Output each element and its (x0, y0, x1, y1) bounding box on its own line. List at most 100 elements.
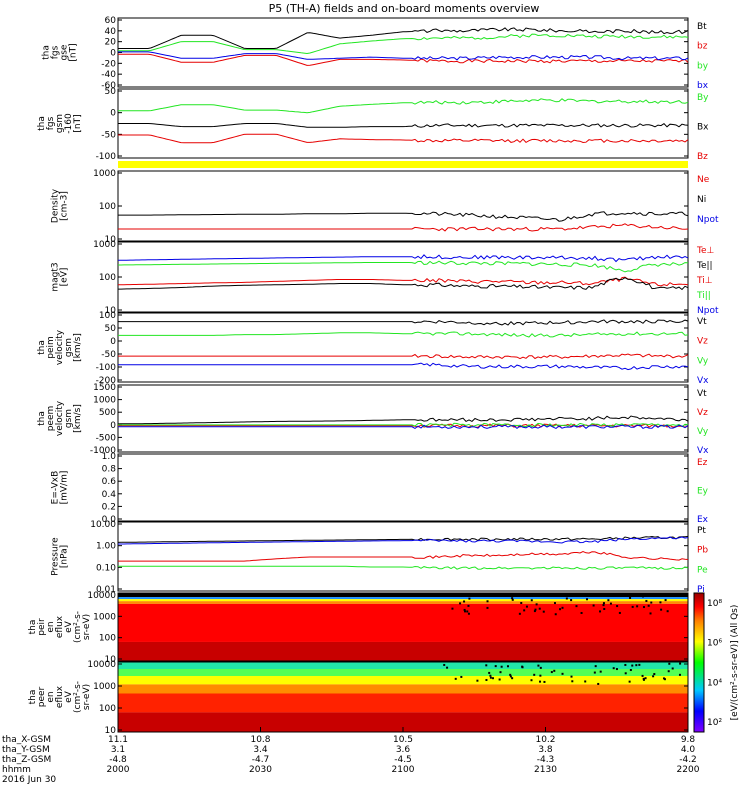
heatmap-speck (486, 606, 489, 609)
heatmap-speck (663, 678, 666, 681)
heatmap-speck (575, 605, 578, 608)
heatmap-speck (443, 663, 446, 666)
y-axis-label: (cm²-s- (73, 681, 83, 713)
heatmap-speck (446, 666, 449, 669)
panel-frame (117, 88, 689, 159)
y-tick-label: 1000 (93, 682, 116, 692)
panel-6: 1500 1000 500 0 -500 -1000 tha peem velocity gsm[… (37, 383, 709, 456)
y-axis-label: [km/s] (73, 404, 83, 433)
heatmap-speck (498, 678, 501, 681)
y-tick-label: 0.8 (102, 465, 117, 475)
heatmap-speck (628, 680, 631, 683)
heatmap-speck (631, 605, 634, 608)
footer-row-value: 4.0 (681, 745, 696, 755)
series-line (117, 535, 689, 543)
panel-3: 1000 100 10 Density [cm-3] Ne Ni Npot (51, 169, 719, 245)
heatmap-speck (538, 607, 541, 610)
y-axis-label: eflux (55, 685, 65, 708)
legend-label: Ti|| (696, 291, 711, 301)
heatmap-speck (460, 675, 463, 678)
y-tick-label: 500 (99, 408, 116, 418)
y-tick-label: 0.2 (102, 502, 116, 512)
heatmap-speck (561, 606, 564, 609)
series-line (118, 319, 689, 326)
heatmap-speck (624, 672, 627, 675)
series-line (117, 276, 689, 287)
y-axis-label: gsm (64, 409, 74, 428)
panel-9: 10000 1000 100 10 tha peir en eflux eV (cm²-s-sr-… (28, 591, 689, 665)
heatmap-speck (523, 609, 526, 612)
heatmap-speck (565, 597, 568, 600)
heatmap-speck (602, 602, 605, 605)
heatmap-band (118, 597, 688, 600)
panel-frame (117, 384, 689, 453)
colorbar-tick-label: 10⁶ (707, 639, 722, 649)
heatmap-band (118, 676, 688, 685)
heatmap-speck (463, 608, 466, 611)
panel-frame (117, 241, 689, 313)
heatmap-speck (511, 677, 514, 680)
heatmap-speck (521, 666, 524, 669)
legend-label: Ex (697, 515, 709, 525)
heatmap-speck (476, 679, 479, 682)
heatmap-speck (539, 666, 542, 669)
y-axis-label: -160 (64, 113, 74, 134)
heatmap-speck (553, 669, 556, 672)
heatmap-speck (599, 610, 602, 613)
y-tick-label: 10 (105, 655, 117, 665)
heatmap-speck (667, 670, 670, 673)
y-tick-label: -100 (96, 152, 117, 162)
y-axis-label: en (46, 691, 56, 702)
y-axis-label: gse (60, 44, 70, 60)
heatmap-speck (518, 612, 521, 615)
y-axis-label: [mV/m] (60, 471, 70, 505)
panel-frame (117, 312, 689, 383)
heatmap-speck (629, 596, 632, 599)
legend-label: Ey (697, 487, 709, 497)
y-tick-label: 10.00 (90, 520, 116, 530)
series-line (117, 415, 689, 425)
footer-row-value: -4.7 (252, 755, 270, 765)
panel-10: 10000 1000 100 10 tha peer en eflux eV (cm²-s-sr-… (28, 660, 689, 736)
heatmap-band (118, 693, 688, 713)
y-axis-label: velocity (55, 329, 65, 365)
series-line (118, 550, 689, 562)
heatmap-speck (506, 665, 509, 668)
legend-label: Pi (697, 585, 705, 595)
heatmap-speck (666, 610, 669, 613)
heatmap-speck (534, 608, 537, 611)
heatmap-speck (599, 670, 602, 673)
footer-date: 2016 Jun 30 (2, 775, 56, 785)
legend-label: Vy (697, 427, 709, 437)
legend-label: Te|| (696, 261, 713, 271)
heatmap-speck (489, 676, 492, 679)
heatmap-speck (679, 662, 682, 665)
footer-row-value: 3.6 (396, 745, 411, 755)
footer-row-value: 10.5 (393, 735, 413, 745)
y-tick-label: 100 (99, 634, 116, 644)
y-tick-label: -60 (101, 81, 116, 91)
heatmap-speck (584, 680, 587, 683)
y-tick-label: 0.0 (102, 515, 117, 525)
heatmap-speck (616, 605, 619, 608)
heatmap-speck (653, 673, 656, 676)
y-tick-label: 10000 (87, 591, 116, 601)
series-line (118, 565, 689, 570)
panel-2: 50 0 -50 -100 tha fgs gsm -160 [nT] By Bx Bz (37, 87, 709, 162)
series-line (118, 423, 689, 428)
panel-frame (117, 453, 689, 522)
y-axis-label: [nT] (69, 43, 79, 61)
y-tick-label: 0.6 (102, 477, 117, 487)
y-axis-label: fgs (46, 116, 56, 130)
series-line (118, 33, 689, 55)
legend-label: By (697, 93, 709, 103)
legend-label: Vz (697, 337, 708, 347)
legend-label: Ti⊥ (696, 276, 713, 286)
heatmap-speck (570, 599, 573, 602)
heatmap-speck (504, 593, 507, 596)
heatmap-speck (618, 611, 621, 614)
footer-row-value: 3.4 (253, 745, 268, 755)
heatmap-speck (463, 610, 466, 613)
